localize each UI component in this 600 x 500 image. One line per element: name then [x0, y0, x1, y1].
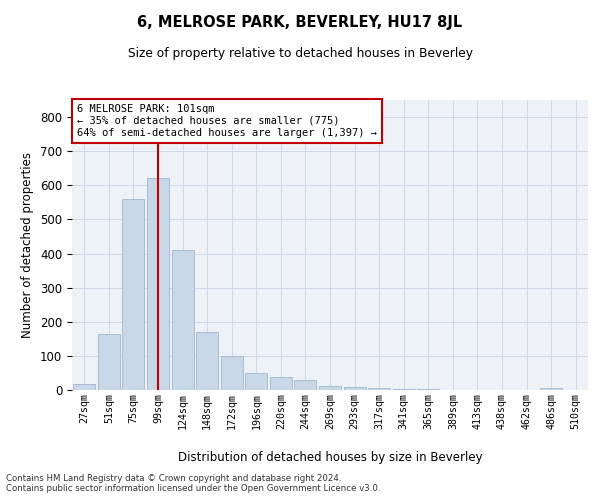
Text: Size of property relative to detached houses in Beverley: Size of property relative to detached ho… [128, 48, 473, 60]
Bar [368, 388, 390, 390]
Text: Contains public sector information licensed under the Open Government Licence v3: Contains public sector information licen… [6, 484, 380, 493]
Y-axis label: Number of detached properties: Number of detached properties [22, 152, 34, 338]
Bar [270, 378, 292, 390]
Bar [196, 332, 218, 390]
Bar [98, 334, 120, 390]
Bar [392, 389, 415, 390]
Text: 6, MELROSE PARK, BEVERLEY, HU17 8JL: 6, MELROSE PARK, BEVERLEY, HU17 8JL [137, 15, 463, 30]
Bar [122, 199, 145, 390]
Bar [221, 356, 243, 390]
Text: 6 MELROSE PARK: 101sqm
← 35% of detached houses are smaller (775)
64% of semi-de: 6 MELROSE PARK: 101sqm ← 35% of detached… [77, 104, 377, 138]
Text: Contains HM Land Registry data © Crown copyright and database right 2024.: Contains HM Land Registry data © Crown c… [6, 474, 341, 483]
Bar [147, 178, 169, 390]
Text: Distribution of detached houses by size in Beverley: Distribution of detached houses by size … [178, 451, 482, 464]
Bar [172, 250, 194, 390]
Bar [319, 386, 341, 390]
Bar [295, 380, 316, 390]
Bar [245, 373, 268, 390]
Bar [344, 386, 365, 390]
Bar [540, 388, 562, 390]
Bar [73, 384, 95, 390]
